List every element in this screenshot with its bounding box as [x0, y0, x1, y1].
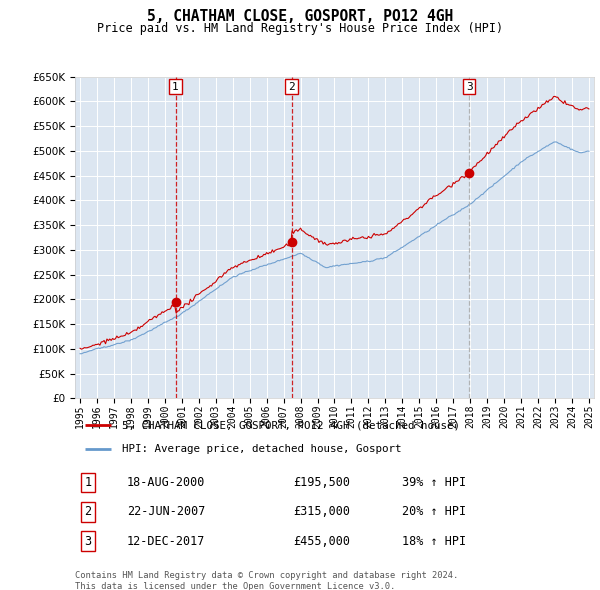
Text: 12-DEC-2017: 12-DEC-2017: [127, 535, 205, 548]
Text: 18-AUG-2000: 18-AUG-2000: [127, 476, 205, 489]
Text: 3: 3: [466, 81, 473, 91]
Text: 5, CHATHAM CLOSE, GOSPORT, PO12 4GH (detached house): 5, CHATHAM CLOSE, GOSPORT, PO12 4GH (det…: [122, 420, 460, 430]
Text: 1: 1: [85, 476, 92, 489]
Text: Contains HM Land Registry data © Crown copyright and database right 2024.: Contains HM Land Registry data © Crown c…: [75, 571, 458, 580]
Text: 2: 2: [85, 505, 92, 519]
Text: HPI: Average price, detached house, Gosport: HPI: Average price, detached house, Gosp…: [122, 444, 401, 454]
Text: 18% ↑ HPI: 18% ↑ HPI: [402, 535, 466, 548]
Text: £315,000: £315,000: [293, 505, 350, 519]
Text: 22-JUN-2007: 22-JUN-2007: [127, 505, 205, 519]
Text: £455,000: £455,000: [293, 535, 350, 548]
Text: 39% ↑ HPI: 39% ↑ HPI: [402, 476, 466, 489]
Text: 2: 2: [288, 81, 295, 91]
Text: This data is licensed under the Open Government Licence v3.0.: This data is licensed under the Open Gov…: [75, 582, 395, 590]
Text: Price paid vs. HM Land Registry's House Price Index (HPI): Price paid vs. HM Land Registry's House …: [97, 22, 503, 35]
Text: 1: 1: [172, 81, 179, 91]
Text: £195,500: £195,500: [293, 476, 350, 489]
Text: 3: 3: [85, 535, 92, 548]
Text: 20% ↑ HPI: 20% ↑ HPI: [402, 505, 466, 519]
Text: 5, CHATHAM CLOSE, GOSPORT, PO12 4GH: 5, CHATHAM CLOSE, GOSPORT, PO12 4GH: [147, 9, 453, 24]
